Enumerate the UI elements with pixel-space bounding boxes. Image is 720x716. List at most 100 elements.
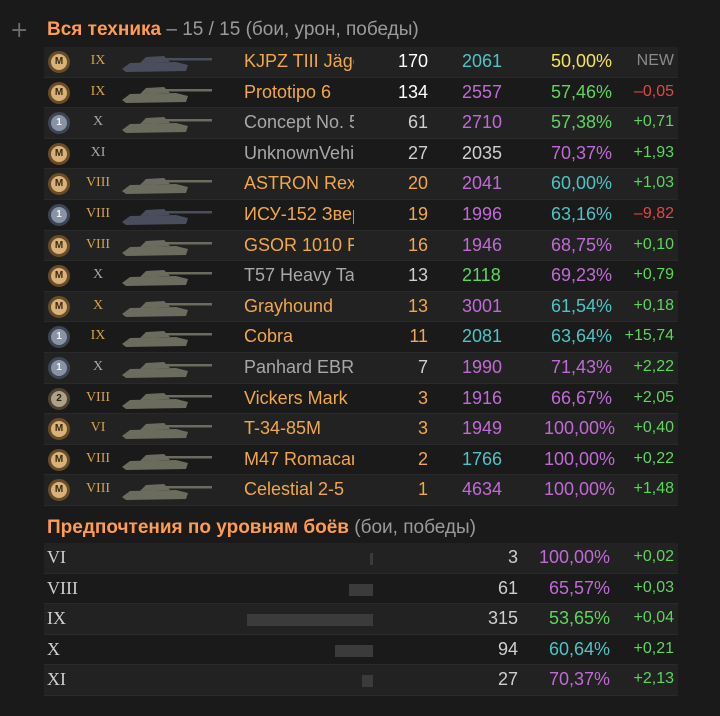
tier-label: X xyxy=(47,638,60,659)
damage-value: 3001 xyxy=(462,295,503,316)
tier-preference-row: IX 315 53,65% +0,04 xyxy=(44,604,678,635)
battles-count: 2 xyxy=(417,448,428,469)
tank-icon xyxy=(122,86,212,103)
winrate-value: 61,54% xyxy=(550,295,612,316)
vehicle-row[interactable]: 1 X Concept No. 5 61 2710 57,38% +0,71 xyxy=(44,108,678,139)
tank-icon xyxy=(122,178,212,195)
vehicle-name: T-34-85M xyxy=(244,418,322,439)
tier-label: IX xyxy=(47,608,66,629)
mastery-badge-icon: M xyxy=(48,234,70,257)
winrate-value: 63,64% xyxy=(550,326,612,347)
vehicle-row[interactable]: 2 VIII Vickers Mark E 3 1916 66,67% +2,05 xyxy=(44,384,678,415)
tier-label: VI xyxy=(47,547,66,567)
battles-count: 315 xyxy=(487,608,518,629)
mastery-badge-icon: 1 xyxy=(48,356,70,379)
tank-icon xyxy=(122,392,212,409)
tier-label: XI xyxy=(90,144,106,160)
delta-value: +15,74 xyxy=(624,327,674,345)
delta-value: +0,71 xyxy=(633,113,674,131)
mastery-badge-icon: M xyxy=(48,51,70,73)
delta-value: +0,03 xyxy=(633,578,674,596)
delta-value: +2,05 xyxy=(633,388,674,406)
delta-value: +2,22 xyxy=(633,357,674,375)
tier-label: VIII xyxy=(85,236,111,252)
battle-share-bar xyxy=(362,675,373,688)
battles-count: 170 xyxy=(397,51,428,71)
vehicle-row[interactable]: M VIII Celestial 2-5 1 4634 100,00% +1,48 xyxy=(44,475,678,506)
section-title-subtext: – 15 / 15 (бои, урон, победы) xyxy=(161,19,419,40)
section-title-highlight: Предпочтения по уровням боёв xyxy=(47,517,349,538)
delta-value: +0,10 xyxy=(633,235,674,253)
tier-label: VIII xyxy=(47,577,78,598)
tier-label: VI xyxy=(90,420,106,436)
battles-count: 13 xyxy=(407,295,428,316)
tier-label: VIII xyxy=(85,450,111,466)
tier-label: IX xyxy=(90,328,106,344)
battles-count: 94 xyxy=(497,638,518,659)
tank-icon xyxy=(122,117,212,134)
vehicle-name: Concept No. 5 xyxy=(244,112,354,133)
vehicle-row[interactable]: M XI UnknownVehicle 27 2035 70,37% +1,93 xyxy=(44,139,678,170)
damage-value: 2041 xyxy=(462,173,503,194)
damage-value: 2118 xyxy=(462,265,501,286)
vehicle-name: T57 Heavy Tank xyxy=(244,265,354,286)
tier-label: VIII xyxy=(85,481,111,497)
battles-count: 3 xyxy=(507,547,518,567)
battles-count: 19 xyxy=(407,203,428,224)
tier-label: X xyxy=(92,267,104,283)
delta-value: +0,22 xyxy=(633,449,674,467)
tank-icon xyxy=(122,270,212,287)
winrate-value: 100,00% xyxy=(544,448,616,469)
tank-icon xyxy=(122,361,212,378)
tank-icon xyxy=(122,484,212,501)
tank-icon xyxy=(122,208,212,225)
damage-value: 2710 xyxy=(462,112,503,133)
vehicle-row[interactable]: 1 VIII ИСУ-152 Зверобой 19 1996 63,16% –9,82 xyxy=(44,200,678,231)
mastery-badge-icon: M xyxy=(48,265,70,288)
vehicle-row[interactable]: M X Grayhound 13 3001 61,54% +0,18 xyxy=(44,291,678,323)
winrate-value: 100,00% xyxy=(544,479,616,500)
tank-icon xyxy=(122,239,212,256)
battles-count: 13 xyxy=(407,265,428,286)
delta-value: +2,13 xyxy=(633,670,674,688)
battle-share-bar xyxy=(349,583,373,596)
damage-value: 1946 xyxy=(462,234,503,255)
delta-value: –9,82 xyxy=(633,204,674,222)
vehicle-row[interactable]: M VIII M47 Romacamo 2 1766 100,00% +0,22 xyxy=(44,445,678,476)
tank-icon xyxy=(122,300,212,317)
damage-value: 2035 xyxy=(462,142,503,163)
vehicle-name: Grayhound xyxy=(244,295,334,316)
add-icon[interactable]: + xyxy=(10,18,29,43)
battles-count: 1 xyxy=(417,479,428,500)
winrate-value: 65,57% xyxy=(548,577,610,598)
battles-count: 61 xyxy=(497,577,518,598)
tier-label: IX xyxy=(90,83,106,99)
tier-label: XI xyxy=(47,669,66,690)
vehicle-name: KJPZ TIII Jäger xyxy=(244,51,354,71)
section-title-subtext: (бои, победы) xyxy=(348,517,476,538)
mastery-badge-icon: M xyxy=(48,418,70,441)
vehicle-row[interactable]: M X T57 Heavy Tank 13 2118 69,23% +0,79 xyxy=(44,261,678,292)
mastery-badge-icon: M xyxy=(48,295,70,318)
delta-value: +1,48 xyxy=(633,480,674,498)
damage-value: 1766 xyxy=(462,448,503,469)
delta-value: –0,05 xyxy=(633,82,674,100)
winrate-value: 69,23% xyxy=(550,265,612,286)
tier-label: VIII xyxy=(85,389,111,405)
winrate-value: 70,37% xyxy=(548,669,610,690)
vehicle-name: Prototipo 6 xyxy=(244,81,332,102)
vehicle-row[interactable]: M VIII ASTRON Rex 20 2041 60,00% +1,03 xyxy=(44,169,678,200)
vehicle-row[interactable]: M VI T-34-85M 3 1949 100,00% +0,40 xyxy=(44,414,678,445)
delta-value: +0,18 xyxy=(633,296,674,314)
vehicle-row[interactable]: M VIII GSOR 1010 FB 16 1946 68,75% +0,10 xyxy=(44,230,678,262)
tier-label: X xyxy=(92,114,104,130)
tank-icon xyxy=(122,453,212,470)
tier-label: VIII xyxy=(85,205,111,221)
vehicle-row[interactable]: M IX Prototipo 6 134 2557 57,46% –0,05 xyxy=(44,78,678,109)
vehicle-row[interactable]: M IX KJPZ TIII Jäger 170 2061 50,00% NEW xyxy=(44,47,678,78)
battle-share-bar xyxy=(370,553,373,565)
vehicle-row[interactable]: 1 IX Cobra 11 2081 63,64% +15,74 xyxy=(44,322,678,353)
section-title-highlight: Вся техника xyxy=(47,19,162,40)
vehicle-row[interactable]: 1 X Panhard EBR 105 7 1990 71,43% +2,22 xyxy=(44,352,678,384)
battles-count: 20 xyxy=(407,173,428,194)
